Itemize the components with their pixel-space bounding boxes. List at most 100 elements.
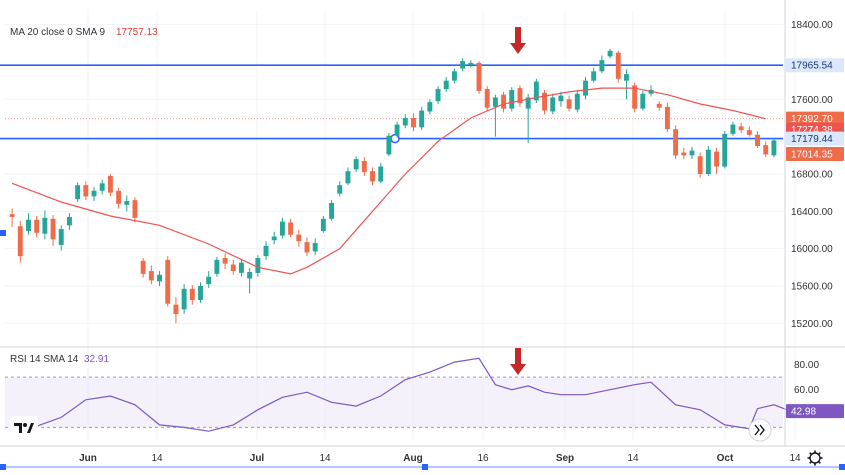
resize-handle[interactable]: [0, 230, 6, 236]
ma-legend-value: 17757.13: [116, 27, 158, 38]
candle-body: [615, 52, 621, 79]
rsi-legend-label: RSI 14 SMA 14: [10, 354, 79, 365]
candle-body: [279, 221, 285, 236]
candle-body: [312, 243, 318, 252]
candle-body: [558, 95, 564, 102]
down-arrow-main-icon: [510, 43, 526, 54]
candle-body: [329, 202, 335, 219]
candles: [9, 48, 777, 324]
candle-body: [730, 124, 736, 134]
candle-body: [99, 183, 105, 191]
down-arrow-main-icon-shaft: [515, 27, 521, 43]
ma-line-group: [11, 87, 766, 275]
candle-body: [222, 258, 228, 264]
overlay: [0, 27, 845, 470]
candle-body: [599, 60, 605, 72]
price-badge-text: 17965.54: [791, 61, 833, 72]
candle-body: [656, 104, 662, 108]
candle-body: [107, 175, 113, 193]
candle-body: [304, 242, 310, 253]
y-tick-label: 15200.00: [791, 319, 833, 330]
candle-body: [345, 171, 351, 184]
price-badge-text: 17392.70: [791, 114, 833, 125]
candle-body: [320, 218, 326, 231]
scroll-to-realtime-button[interactable]: [748, 418, 772, 442]
candle-body: [386, 135, 392, 155]
candle-body: [214, 259, 220, 274]
candle-body: [501, 94, 507, 109]
axes: 18400.00 17600.00 16800.00 16400.00 16000.00…: [0, 0, 845, 464]
candle-body: [148, 271, 154, 281]
candle-body: [230, 264, 236, 272]
candle-body: [746, 130, 752, 135]
double-chevron-right-icon: [754, 424, 765, 436]
candle-body: [263, 245, 269, 257]
candle-body: [198, 286, 203, 300]
down-arrow-rsi-icon-shaft: [515, 348, 521, 364]
candle-body: [583, 80, 588, 96]
x-tick-label: Oct: [717, 453, 734, 464]
x-tick-label: 16: [477, 453, 489, 464]
price-badge-text: 17014.35: [791, 149, 833, 160]
candle-body: [681, 152, 687, 156]
candle-body: [476, 62, 482, 91]
candle-body: [353, 159, 359, 170]
candle-body: [124, 201, 130, 205]
ma-line: [11, 87, 766, 275]
candle-body: [9, 214, 15, 217]
price-badge: [786, 131, 844, 146]
ma-legend-label: MA 20 close 0 SMA 9: [10, 27, 105, 38]
y-tick-label: 16000.00: [791, 244, 833, 255]
candle-body: [427, 102, 433, 112]
logo-mark-dot: [23, 423, 27, 427]
candle-body: [173, 304, 179, 314]
candle-body: [91, 190, 97, 197]
candle-body: [468, 62, 474, 65]
y-tick-label: 15600.00: [791, 282, 833, 293]
candle-body: [714, 151, 720, 167]
candle-body: [566, 99, 572, 109]
candle-body: [181, 288, 187, 310]
candle-body: [411, 118, 416, 128]
price-badge: [786, 111, 844, 126]
y-tick-label: 18400.00: [791, 20, 833, 31]
y-tick-label: 16400.00: [791, 207, 833, 218]
x-tick-label: 14: [319, 453, 331, 464]
candle-body: [361, 160, 367, 173]
line-anchor-handle[interactable]: [390, 133, 400, 144]
candle-body: [50, 218, 56, 240]
candle-body: [435, 89, 441, 102]
candle-body: [157, 274, 162, 282]
candle-body: [451, 71, 457, 81]
gear-icon[interactable]: [807, 450, 823, 466]
price-badge-text: 17274.38: [791, 125, 833, 136]
candle-body: [484, 89, 490, 108]
rsi-badge-text: 42.98: [791, 407, 816, 418]
candle-body: [722, 133, 728, 167]
candle-body: [771, 140, 777, 156]
x-tick-label: Jul: [250, 453, 265, 464]
candle-body: [34, 219, 40, 233]
candle-body: [42, 217, 48, 234]
candle-body: [460, 61, 466, 69]
candle-body: [165, 259, 171, 304]
x-tick-label: Jun: [79, 453, 97, 464]
candle-body: [116, 190, 122, 204]
candle-body: [509, 90, 515, 109]
candle-body: [755, 134, 760, 146]
candle-body: [239, 262, 244, 273]
scroll-button-bg[interactable]: [748, 418, 772, 442]
candle-body: [624, 74, 629, 81]
candle-body: [492, 97, 498, 107]
candle-body: [296, 234, 302, 242]
logo-mark-slash: [27, 423, 34, 433]
x-tick-label: Aug: [403, 453, 422, 464]
rsi-band: [5, 376, 783, 428]
candle-body: [394, 124, 400, 136]
rsi-line: [12, 357, 791, 432]
gear-tooth: [817, 452, 821, 456]
candle-body: [542, 92, 547, 111]
candle-body: [517, 88, 523, 104]
candle-body: [337, 185, 343, 194]
